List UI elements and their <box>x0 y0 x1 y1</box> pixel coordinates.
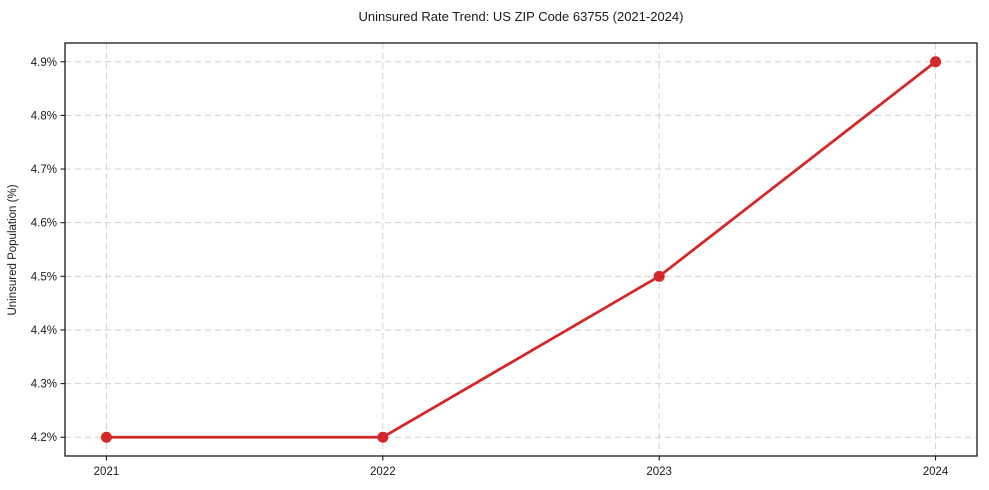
y-tick-label: 4.9% <box>31 57 57 69</box>
plot-border <box>64 42 978 457</box>
chart-title: Uninsured Rate Trend: US ZIP Code 63755 … <box>358 9 684 24</box>
y-tick-label: 4.6% <box>31 218 57 230</box>
x-tick-label: 2021 <box>94 466 120 478</box>
x-tick-label: 2022 <box>370 466 396 478</box>
trend-line <box>105 60 937 439</box>
y-tick-label: 4.2% <box>31 432 57 444</box>
data-point-2023 <box>653 270 665 282</box>
y-tick-label: 4.3% <box>31 379 57 391</box>
y-tick-label: 4.7% <box>31 164 57 176</box>
x-tick-label: 2023 <box>646 466 672 478</box>
x-tick-label: 2024 <box>923 466 949 478</box>
y-axis-label: Uninsured Population (%) <box>7 184 19 316</box>
y-tick-label: 4.5% <box>31 271 57 283</box>
data-point-2021 <box>100 431 112 443</box>
y-tick-label: 4.4% <box>31 325 57 337</box>
y-tick-label: 4.8% <box>31 110 57 122</box>
data-point-2022 <box>377 431 389 443</box>
data-point-2024 <box>930 56 942 68</box>
